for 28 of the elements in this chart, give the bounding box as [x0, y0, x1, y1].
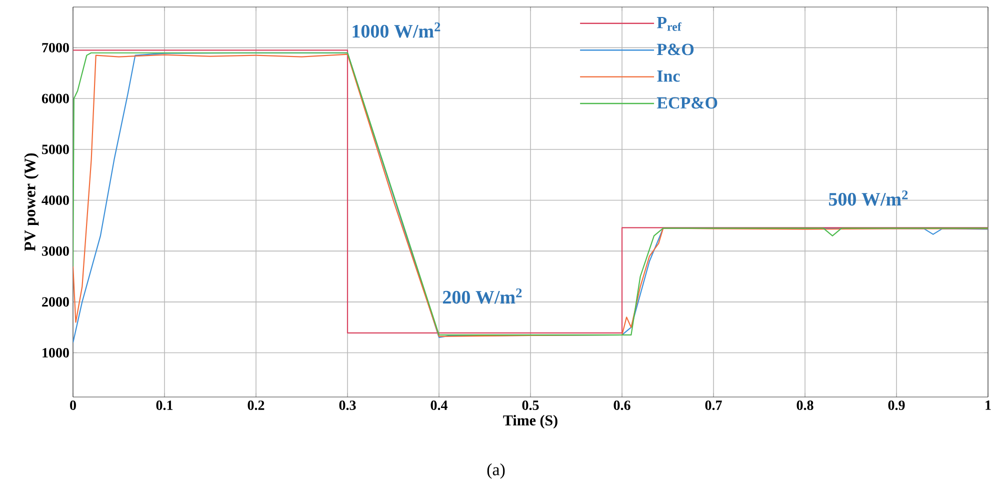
x-tick-label: 0.9	[888, 400, 905, 410]
annotation: 1000 W/m$^{2}$	[352, 22, 440, 38]
legend-label: P$_{ref}$	[656, 17, 682, 31]
x-tick-label: 0.4	[430, 400, 448, 410]
x-tick-label: 0.7	[705, 400, 722, 410]
x-tick-label: 0.5	[522, 400, 539, 410]
x-tick-label: 0.2	[248, 400, 264, 410]
x-tick-label: 0.1	[156, 400, 173, 410]
legend-label: ECP&O	[656, 97, 718, 109]
x-tick-label: 0.8	[796, 400, 814, 410]
y-tick-label: 7000	[42, 42, 69, 52]
x-axis-title: Time (S)	[503, 414, 558, 429]
y-tick-label: 5000	[42, 144, 69, 154]
x-tick-label: 1	[986, 400, 991, 410]
legend-label: P&O	[656, 44, 694, 56]
y-tick-label: 6000	[42, 94, 69, 104]
text: (a)	[487, 463, 505, 479]
x-tick-label: 0	[70, 400, 76, 410]
y-tick-label: 4000	[42, 195, 69, 205]
x-tick-label: 0.6	[614, 400, 630, 410]
y-axis-title: PV power (W)	[24, 153, 39, 252]
y-tick-label: 2000	[42, 297, 69, 307]
annotation: 500 W/m$^{2}$	[828, 190, 908, 206]
annotation: 200 W/m$^{2}$	[443, 288, 522, 304]
x-tick-label: 0.3	[339, 400, 356, 410]
y-tick-label: 1000	[42, 348, 69, 358]
y-tick-label: 3000	[42, 246, 69, 256]
legend-label: Inc	[657, 70, 680, 82]
